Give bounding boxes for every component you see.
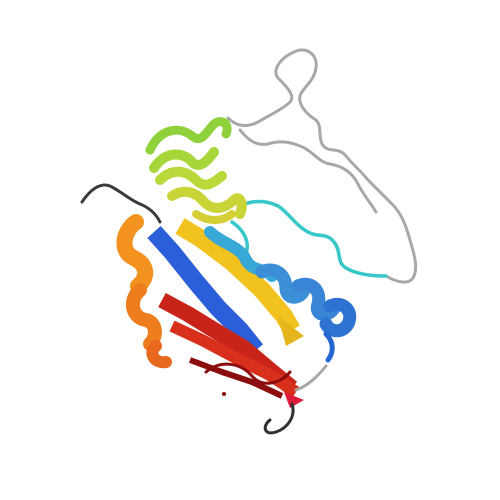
gray-loop xyxy=(226,48,418,284)
yellow-strand-arrow xyxy=(278,316,304,346)
blue-beta-strand xyxy=(147,225,264,356)
red-beta-sheet xyxy=(158,292,304,408)
n-terminus-tail xyxy=(80,183,162,224)
c-terminus-tail xyxy=(263,402,295,435)
green-helix xyxy=(145,117,247,224)
orange-helix xyxy=(116,214,172,369)
connector-loop xyxy=(294,364,328,392)
yellow-beta-strand xyxy=(175,218,300,335)
c-terminus-dot xyxy=(222,392,226,396)
light-blue-helix xyxy=(204,226,357,363)
